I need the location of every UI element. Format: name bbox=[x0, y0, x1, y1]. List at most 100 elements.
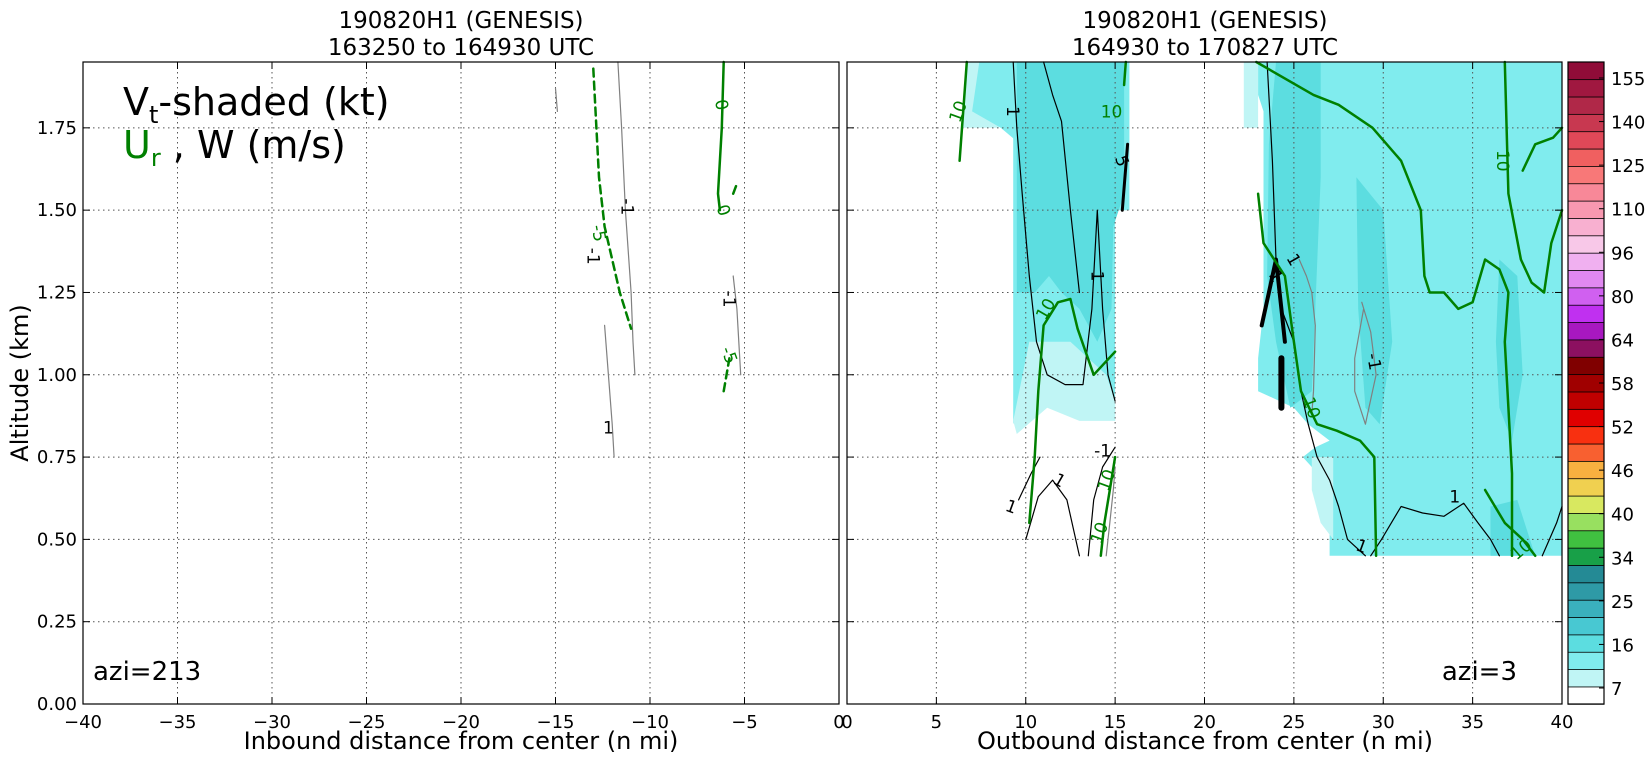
contour-label: -5 bbox=[716, 344, 741, 367]
colorbar-swatch bbox=[1567, 582, 1605, 601]
x-tick-label: −10 bbox=[631, 712, 669, 733]
contour-label: 0 bbox=[710, 98, 732, 112]
ur-contour-10 bbox=[1483, 488, 1537, 558]
colorbar-label: 34 bbox=[1611, 548, 1634, 569]
colorbar-swatch bbox=[1567, 304, 1605, 323]
x-tick-label: 35 bbox=[1461, 712, 1484, 733]
colorbar-label: 52 bbox=[1611, 418, 1634, 439]
colorbar-swatch bbox=[1567, 252, 1605, 271]
left-panel: -5 -1 -1 -1 -5 1 0 0 −40 −35 −30 −25 −20 −15 −10 −5 0 0.… bbox=[6, 8, 845, 755]
colorbar-swatch bbox=[1567, 131, 1605, 150]
contour-label: -1 bbox=[718, 291, 738, 308]
x-tick-label: 25 bbox=[1282, 712, 1305, 733]
colorbar-swatch bbox=[1567, 113, 1605, 133]
w-contour--1 bbox=[1298, 258, 1316, 415]
colorbar-swatch bbox=[1567, 634, 1605, 653]
colorbar-swatch bbox=[1567, 443, 1605, 462]
w-contour-1 bbox=[603, 324, 615, 458]
w-contour--1 bbox=[1105, 466, 1116, 557]
colorbar-label: 96 bbox=[1611, 243, 1634, 264]
w-contour--1 bbox=[1266, 61, 1367, 557]
y-tick-label: 0.75 bbox=[37, 447, 77, 468]
y-axis-label: Altitude (km) bbox=[6, 304, 34, 461]
colorbar-swatch bbox=[1567, 495, 1605, 514]
x-tick-label: −30 bbox=[253, 712, 291, 733]
colorbar-swatch bbox=[1567, 512, 1605, 532]
right-ticks: 0 5 10 15 20 25 30 35 40 bbox=[841, 62, 1573, 733]
colorbar-swatch bbox=[1567, 616, 1605, 636]
x-tick-label: 0 bbox=[833, 712, 844, 733]
contour-label: 1 bbox=[603, 418, 614, 438]
colorbar-swatch bbox=[1567, 547, 1605, 566]
w-contour-1 bbox=[1025, 479, 1081, 557]
ur-contour-10 bbox=[1256, 192, 1378, 558]
colorbar-label: 140 bbox=[1611, 113, 1645, 134]
contour-label: 1 bbox=[1002, 106, 1022, 117]
contour-label: -1 bbox=[1094, 441, 1111, 461]
w-contour-1 bbox=[1087, 446, 1116, 557]
ur-contour-10 bbox=[1028, 297, 1117, 525]
w-contour-1 bbox=[554, 87, 559, 113]
contour-label: -1 bbox=[616, 198, 636, 215]
contour-label: 10 bbox=[1101, 102, 1123, 122]
colorbar-swatch bbox=[1567, 321, 1605, 341]
colorbar-swatch bbox=[1567, 460, 1605, 480]
w-contour--1 bbox=[1012, 61, 1116, 402]
w-contour--5 bbox=[1259, 257, 1287, 344]
contour-label: 10 bbox=[1094, 467, 1120, 494]
colorbar-swatch bbox=[1567, 148, 1605, 167]
shaded-region-10kt bbox=[972, 62, 1021, 145]
contour-label: 10 bbox=[1492, 150, 1512, 172]
left-x-axis-label: Inbound distance from center (n mi) bbox=[244, 727, 679, 755]
y-tick-label: 1.00 bbox=[37, 365, 77, 386]
colorbar-label: 58 bbox=[1611, 374, 1634, 395]
legend-vt-main: V bbox=[123, 80, 149, 124]
ur-contour-0 bbox=[731, 182, 739, 195]
contour-label: -1 bbox=[582, 248, 602, 265]
x-tick-label: 15 bbox=[1104, 712, 1127, 733]
x-tick-label: 5 bbox=[931, 712, 942, 733]
shaded-region-13kt bbox=[1267, 62, 1321, 408]
colorbar-label: 40 bbox=[1611, 505, 1634, 526]
colorbar-swatch bbox=[1567, 165, 1605, 185]
colorbar-label: 125 bbox=[1611, 156, 1645, 177]
contour-label: 1 bbox=[1003, 496, 1020, 518]
colorbar-swatch bbox=[1567, 287, 1605, 306]
ur-contour-10 bbox=[958, 60, 969, 163]
colorbar-swatch bbox=[1567, 668, 1605, 688]
x-tick-label: −20 bbox=[442, 712, 480, 733]
ur-contour-0 bbox=[716, 60, 725, 212]
colorbar-label: 110 bbox=[1611, 200, 1645, 221]
colorbar: 155 140 125 110 96 80 64 58 52 46 40 34 25 16 7 bbox=[1567, 61, 1645, 705]
colorbar-swatch bbox=[1567, 61, 1605, 81]
shaded-region-7kt bbox=[1311, 457, 1334, 540]
colorbar-swatch bbox=[1567, 651, 1605, 670]
ur-contour--5 bbox=[592, 67, 633, 330]
shaded-region-13kt bbox=[1016, 62, 1125, 342]
colorbar-swatch bbox=[1567, 339, 1605, 358]
colorbar-swatch bbox=[1567, 78, 1605, 98]
x-tick-label: −15 bbox=[537, 712, 575, 733]
contour-label: 0 bbox=[712, 202, 734, 219]
w-contour-1 bbox=[1370, 502, 1501, 557]
left-ticks: −40 −35 −30 −25 −20 −15 −10 −5 0 0.00 0.25 0.50 0.75… bbox=[37, 62, 845, 733]
colorbar-swatch bbox=[1567, 391, 1605, 410]
colorbar-label: 80 bbox=[1611, 287, 1634, 308]
y-tick-label: 1.50 bbox=[37, 200, 77, 221]
colorbar-label: 7 bbox=[1611, 679, 1622, 700]
legend-ur-main: U bbox=[123, 123, 151, 167]
w-contour--1 bbox=[732, 275, 742, 376]
legend-ur-rest: , W (m/s) bbox=[161, 123, 346, 167]
y-tick-label: 1.75 bbox=[37, 118, 77, 139]
right-azimuth-annotation: azi=3 bbox=[1442, 657, 1517, 687]
right-title-line1: 190820H1 (GENESIS) bbox=[1082, 8, 1327, 34]
colorbar-swatch bbox=[1567, 425, 1605, 445]
colorbar-swatch bbox=[1567, 686, 1605, 705]
ur-contour-10 bbox=[1099, 455, 1117, 558]
ur-contour-10 bbox=[1255, 60, 1514, 558]
w-contour-1 bbox=[617, 61, 636, 376]
left-grid bbox=[83, 62, 839, 704]
x-tick-label: −40 bbox=[64, 712, 102, 733]
